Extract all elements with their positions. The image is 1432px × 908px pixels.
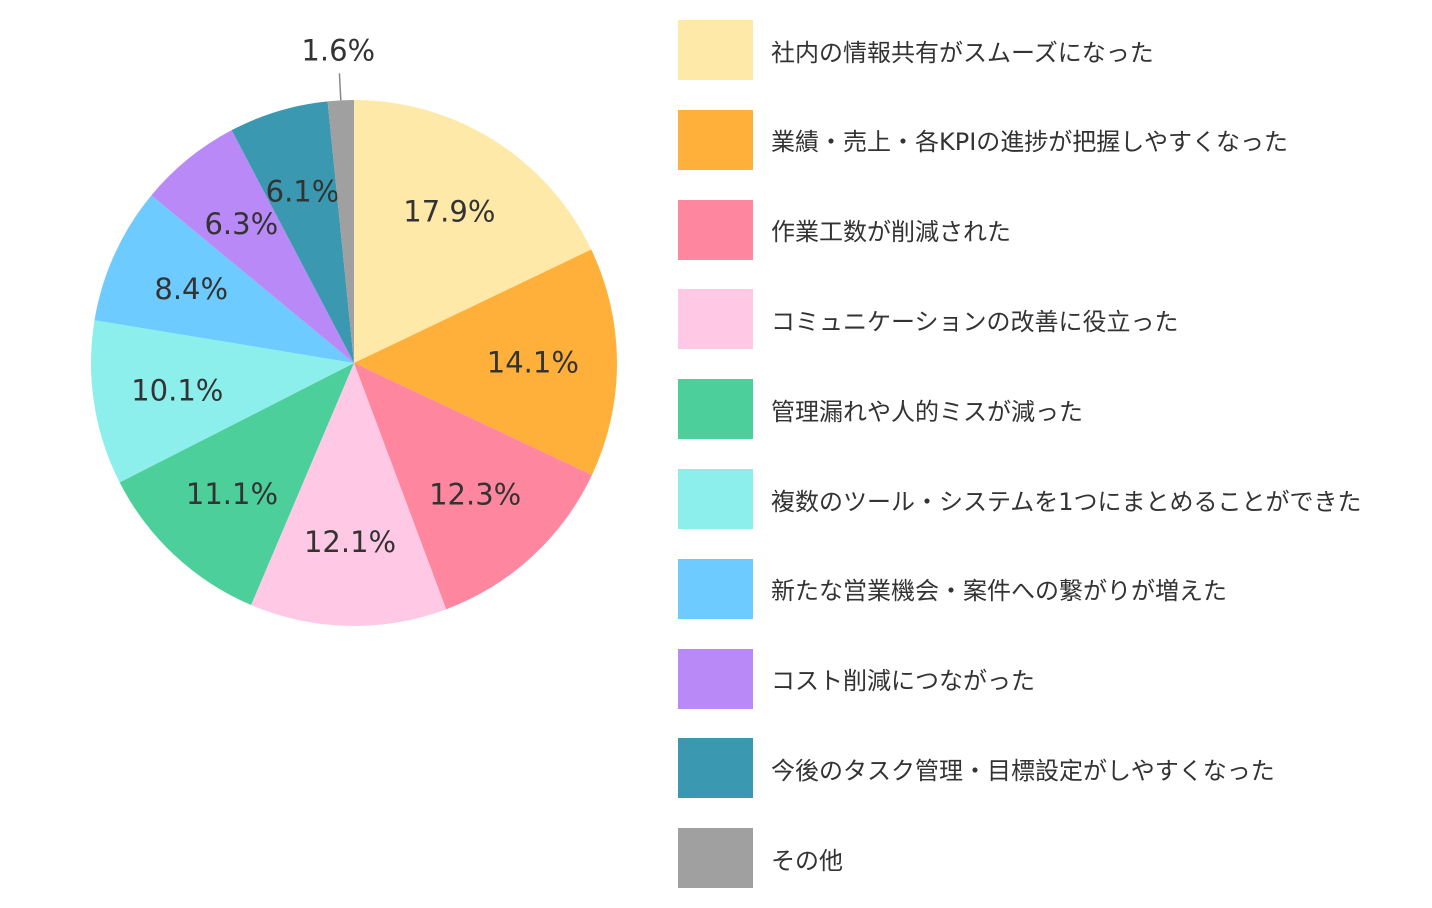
slice-leader-line <box>338 73 342 101</box>
pie-slice <box>119 363 354 606</box>
slice-value-label: 6.1% <box>266 175 340 209</box>
pie-slice <box>354 100 592 363</box>
slice-value-label: 11.1% <box>186 477 278 511</box>
legend-label: 社内の情報共有がスムーズになった <box>771 38 1154 67</box>
legend-item: コミュニケーションの改善に役立った <box>678 289 1179 350</box>
legend-item: コスト削減につながった <box>678 648 1035 709</box>
pie-slice <box>327 100 354 363</box>
legend-label: コミュニケーションの改善に役立った <box>771 307 1179 336</box>
legend-label: 複数のツール・システムを1つにまとめることができた <box>771 487 1362 516</box>
slice-value-label: 17.9% <box>403 195 495 229</box>
slice-value-label: 14.1% <box>487 345 579 379</box>
slice-value-label: 8.4% <box>154 272 228 306</box>
pie-slice <box>231 101 354 363</box>
legend-item: その他 <box>678 828 843 889</box>
pie-slice <box>94 195 355 363</box>
legend-label: その他 <box>771 846 843 875</box>
legend-label: 業績・売上・各KPIの進捗が把握しやすくなった <box>771 128 1289 157</box>
legend-swatch <box>678 558 753 619</box>
legend-swatch <box>678 648 753 709</box>
slice-value-label: 12.3% <box>429 478 521 512</box>
legend-item: 今後のタスク管理・目標設定がしやすくなった <box>678 738 1275 799</box>
legend-swatch <box>678 199 753 260</box>
legend-swatch <box>678 289 753 350</box>
legend-swatch <box>678 738 753 799</box>
legend-swatch <box>678 379 753 440</box>
pie-chart: 17.9% 14.1% 12.3% 12.1% 11.1% 10.1% 8.4% 6.3%6.… <box>91 33 617 626</box>
slice-value-label: 10.1% <box>131 373 223 407</box>
slice-value-label: 12.1% <box>304 525 396 559</box>
pie-slice <box>354 249 617 475</box>
slice-value-label: 1.6% <box>301 33 375 67</box>
legend-swatch <box>678 109 753 170</box>
legend-item: 業績・売上・各KPIの進捗が把握しやすくなった <box>678 109 1289 170</box>
pie-slice <box>151 130 354 363</box>
legend-label: コスト削減につながった <box>771 667 1035 696</box>
legend-item: 作業工数が削減された <box>678 199 1011 260</box>
legend-label: 管理漏れや人的ミスが減った <box>771 397 1083 426</box>
legend-swatch <box>678 20 753 80</box>
legend-item: 新たな営業機会・案件への繋がりが増えた <box>678 558 1227 619</box>
pie-slice <box>251 363 447 626</box>
legend-item: 管理漏れや人的ミスが減った <box>678 379 1083 440</box>
legend-swatch <box>678 469 753 529</box>
legend-swatch <box>678 828 753 889</box>
pie-slice <box>91 320 354 483</box>
legend-item: 複数のツール・システムを1つにまとめることができた <box>678 469 1362 529</box>
legend-label: 新たな営業機会・案件への繋がりが増えた <box>771 577 1227 606</box>
legend-item: 社内の情報共有がスムーズになった <box>678 20 1154 80</box>
slice-value-label: 6.3% <box>204 207 278 241</box>
legend-label: 今後のタスク管理・目標設定がしやすくなった <box>771 756 1275 785</box>
legend-label: 作業工数が削減された <box>771 218 1011 247</box>
pie-slice <box>354 363 592 610</box>
